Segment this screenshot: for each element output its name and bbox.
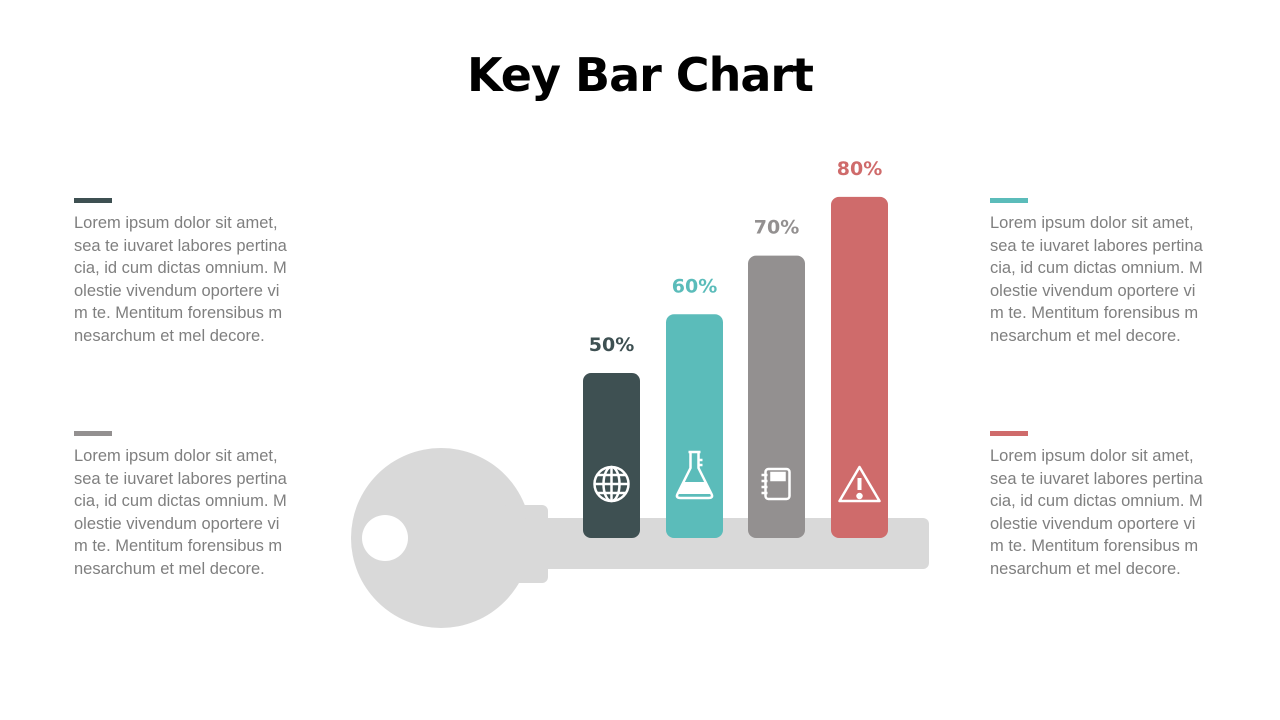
flask-icon (675, 450, 714, 500)
body-text-line: olestie vivendum oportere vi (990, 281, 1196, 300)
body-text-line: m te. Mentitum forensibus m (74, 304, 283, 322)
body-text-line: Lorem ipsum dolor sit amet, (74, 447, 278, 465)
data-label: 70% (754, 217, 799, 239)
body-text-line: m te. Mentitum forensibus m (990, 304, 1199, 322)
data-label: 60% (672, 275, 717, 297)
body-text-line: sea te iuvaret labores pertina (74, 469, 287, 488)
data-label: 80% (837, 158, 882, 180)
body-text-line: m te. Mentitum forensibus m (74, 537, 283, 555)
notebook-icon (761, 467, 791, 501)
body-text-line: sea te iuvaret labores pertina (74, 236, 287, 255)
body-text-line: olestie vivendum oportere vi (74, 514, 280, 533)
body-text-line: Lorem ipsum dolor sit amet, (990, 214, 1194, 232)
globe-icon (593, 465, 630, 503)
accent-bar (990, 198, 1028, 203)
text-block-top-left: Lorem ipsum dolor sit amet, sea te iuvare… (74, 198, 314, 347)
key-head (351, 448, 531, 628)
text-block-bottom-right: Lorem ipsum dolor sit amet, sea te iuvare… (990, 431, 1230, 580)
text-block-bottom-left: Lorem ipsum dolor sit amet, sea te iuvare… (74, 431, 314, 580)
warning-icon (838, 465, 881, 503)
body-text-line: olestie vivendum oportere vi (74, 281, 280, 300)
body-text-line: nesarchum et mel decore. (74, 559, 265, 578)
body-text-line: cia, id cum dictas omnium. M (74, 259, 287, 277)
body-text-line: cia, id cum dictas omnium. M (74, 492, 287, 510)
body-text-line: sea te iuvaret labores pertina (990, 236, 1203, 255)
data-label: 50% (589, 334, 634, 356)
bar-50% (583, 373, 640, 538)
page-title: Key Bar Chart (466, 48, 814, 102)
accent-bar (74, 431, 112, 436)
body-text-line: nesarchum et mel decore. (990, 559, 1181, 578)
body-text-line: m te. Mentitum forensibus m (990, 537, 1199, 555)
body-text-line: olestie vivendum oportere vi (990, 514, 1196, 533)
accent-bar (74, 198, 112, 203)
bar-70% (748, 255, 805, 538)
body-text-line: nesarchum et mel decore. (74, 326, 265, 345)
accent-bar (990, 431, 1028, 436)
body-text-line: Lorem ipsum dolor sit amet, (74, 214, 278, 232)
body-text-line: cia, id cum dictas omnium. M (990, 492, 1203, 510)
text-block-top-right: Lorem ipsum dolor sit amet, sea te iuvare… (990, 198, 1230, 347)
body-text-line: cia, id cum dictas omnium. M (990, 259, 1203, 277)
key-hole (362, 515, 408, 561)
body-text-line: Lorem ipsum dolor sit amet, (990, 447, 1194, 465)
body-text-line: sea te iuvaret labores pertina (990, 469, 1203, 488)
body-text-line: nesarchum et mel decore. (990, 326, 1181, 345)
bar-60% (666, 314, 723, 538)
bar-80% (831, 196, 888, 538)
